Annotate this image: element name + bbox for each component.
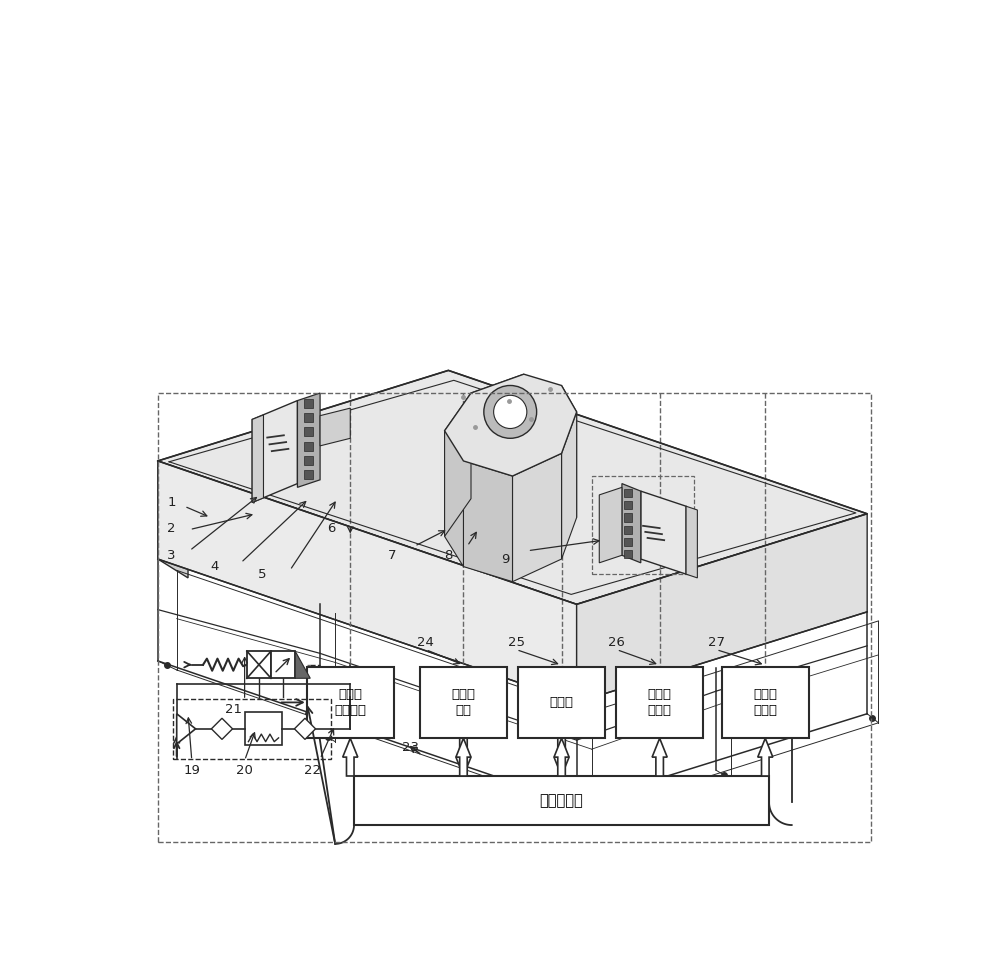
Bar [245, 712, 282, 746]
Polygon shape [158, 461, 188, 578]
Polygon shape [577, 514, 867, 703]
Bar [420, 666, 507, 738]
Polygon shape [456, 738, 471, 776]
Polygon shape [758, 738, 773, 776]
Text: 24: 24 [417, 636, 434, 649]
Polygon shape [445, 374, 577, 476]
Bar [247, 651, 271, 678]
Text: 计算机: 计算机 [550, 696, 574, 709]
Text: 6: 6 [327, 522, 336, 535]
Bar [304, 442, 313, 451]
Text: 25: 25 [508, 636, 525, 649]
Bar [354, 776, 769, 825]
Text: 电荷放
大器: 电荷放 大器 [451, 688, 475, 717]
Text: 7: 7 [388, 549, 396, 562]
Polygon shape [554, 738, 569, 776]
Polygon shape [456, 738, 471, 776]
Polygon shape [554, 738, 569, 776]
Text: 9: 9 [501, 553, 509, 565]
Bar [304, 427, 313, 436]
Bar [722, 666, 809, 738]
Circle shape [484, 385, 537, 438]
Bar [624, 538, 632, 546]
Bar [624, 501, 632, 510]
Text: 19: 19 [183, 763, 200, 777]
Polygon shape [211, 718, 233, 739]
Text: 26: 26 [608, 636, 625, 649]
Bar [271, 651, 295, 678]
Text: 1: 1 [167, 496, 176, 509]
Text: 27: 27 [708, 636, 725, 649]
Polygon shape [599, 487, 622, 563]
Polygon shape [622, 483, 641, 563]
Bar [173, 699, 331, 759]
Text: 22: 22 [304, 763, 321, 777]
Text: 运动控制卡: 运动控制卡 [540, 793, 583, 808]
Bar [307, 666, 394, 738]
Polygon shape [641, 491, 686, 574]
Polygon shape [471, 374, 524, 499]
Bar [304, 456, 313, 465]
Bar [158, 393, 871, 842]
Polygon shape [252, 401, 297, 503]
Polygon shape [294, 718, 316, 739]
Text: 4: 4 [210, 561, 219, 573]
Polygon shape [158, 370, 867, 605]
Bar [592, 476, 694, 574]
Text: 2: 2 [167, 522, 176, 535]
Text: 5: 5 [258, 567, 266, 580]
Bar [304, 470, 313, 479]
Text: 压电放
大电路: 压电放 大电路 [648, 688, 672, 717]
Polygon shape [445, 393, 471, 536]
Bar [624, 525, 632, 534]
Text: 电机伺
服单元: 电机伺 服单元 [753, 688, 777, 717]
Bar [518, 666, 605, 738]
Bar [616, 666, 703, 738]
Polygon shape [652, 738, 667, 776]
Text: 23: 23 [402, 741, 419, 755]
Text: 8: 8 [444, 549, 453, 562]
Text: 开关阀
驱动电路: 开关阀 驱动电路 [334, 688, 366, 717]
Polygon shape [562, 412, 577, 559]
Polygon shape [445, 431, 463, 566]
Text: 3: 3 [167, 549, 176, 562]
Bar [624, 489, 632, 497]
Polygon shape [252, 415, 263, 503]
Polygon shape [295, 651, 310, 678]
Polygon shape [177, 713, 196, 744]
Polygon shape [343, 738, 358, 776]
Polygon shape [562, 385, 577, 517]
Circle shape [494, 395, 527, 428]
Text: 20: 20 [236, 763, 253, 777]
Polygon shape [512, 454, 562, 582]
Text: 21: 21 [225, 704, 242, 716]
Polygon shape [463, 461, 512, 582]
Bar [304, 399, 313, 408]
Polygon shape [297, 393, 320, 487]
Polygon shape [158, 461, 577, 703]
Polygon shape [686, 507, 697, 578]
Polygon shape [320, 408, 350, 446]
Bar [304, 414, 313, 422]
Bar [624, 514, 632, 521]
Bar [624, 550, 632, 559]
